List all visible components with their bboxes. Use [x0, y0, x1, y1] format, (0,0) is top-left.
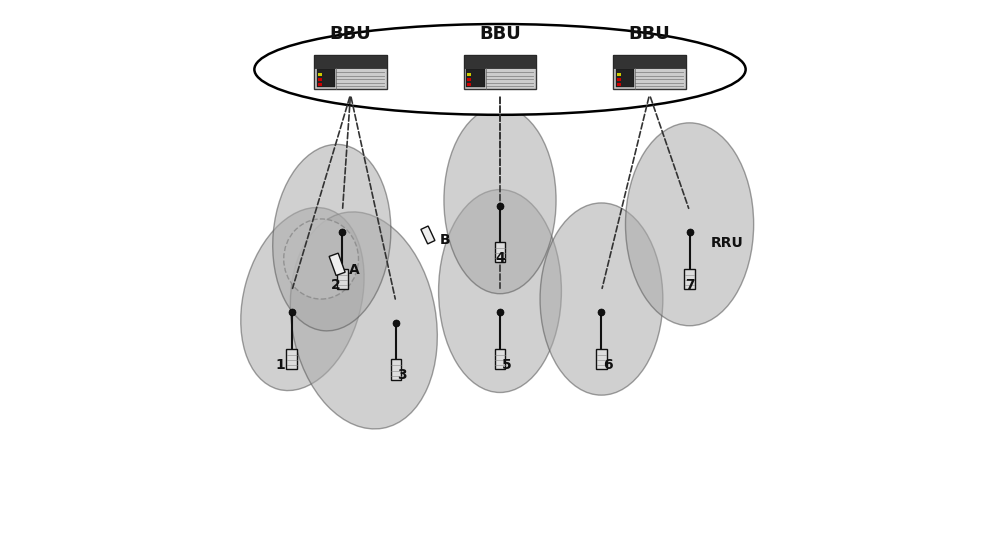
- Ellipse shape: [439, 190, 561, 392]
- Text: BBU: BBU: [330, 25, 371, 43]
- Text: BBU: BBU: [629, 25, 670, 43]
- Bar: [317, 68, 335, 87]
- Ellipse shape: [241, 208, 364, 390]
- Bar: [318, 77, 322, 81]
- Polygon shape: [329, 253, 345, 276]
- Text: BBU: BBU: [479, 25, 521, 43]
- Ellipse shape: [444, 107, 556, 294]
- Ellipse shape: [284, 219, 358, 299]
- Bar: [466, 68, 485, 87]
- Ellipse shape: [540, 203, 663, 395]
- Bar: [467, 73, 471, 76]
- Bar: [318, 73, 322, 76]
- Bar: [337, 269, 348, 289]
- Bar: [314, 55, 387, 89]
- Bar: [495, 349, 505, 369]
- Bar: [616, 68, 634, 87]
- Text: 5: 5: [502, 358, 511, 372]
- Bar: [318, 83, 322, 86]
- Text: 6: 6: [603, 358, 613, 372]
- Bar: [464, 55, 536, 68]
- Text: 7: 7: [685, 278, 694, 292]
- Bar: [495, 242, 505, 262]
- Text: 1: 1: [275, 358, 285, 372]
- Bar: [613, 55, 686, 89]
- Bar: [464, 55, 536, 89]
- Bar: [617, 77, 621, 81]
- Text: 4: 4: [495, 251, 505, 265]
- Text: RRU: RRU: [711, 236, 744, 250]
- Text: B: B: [440, 233, 450, 247]
- Bar: [467, 77, 471, 81]
- Ellipse shape: [254, 24, 746, 115]
- Ellipse shape: [273, 144, 391, 331]
- Polygon shape: [421, 226, 435, 244]
- Bar: [467, 83, 471, 86]
- Bar: [613, 55, 686, 68]
- Bar: [314, 55, 387, 68]
- Ellipse shape: [625, 123, 754, 326]
- Ellipse shape: [290, 212, 437, 429]
- Bar: [391, 359, 401, 380]
- Bar: [617, 73, 621, 76]
- Bar: [596, 349, 607, 369]
- Text: 3: 3: [397, 368, 407, 382]
- Text: A: A: [349, 263, 360, 277]
- Text: 2: 2: [331, 278, 341, 292]
- Bar: [684, 269, 695, 289]
- Bar: [617, 83, 621, 86]
- Bar: [286, 349, 297, 369]
